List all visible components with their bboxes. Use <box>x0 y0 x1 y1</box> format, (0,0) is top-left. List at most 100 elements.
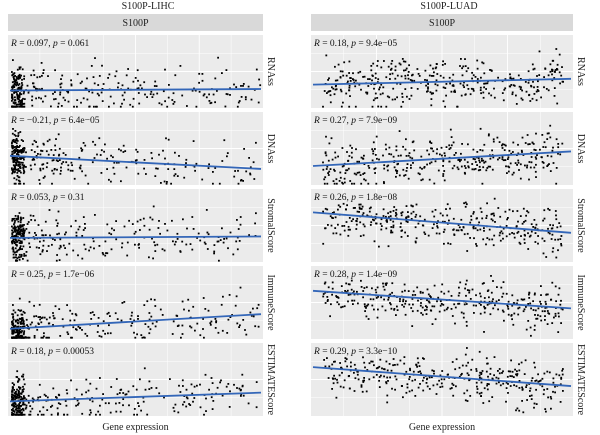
data-point <box>376 316 379 319</box>
data-point <box>28 231 31 234</box>
data-point <box>20 319 23 322</box>
data-point <box>136 413 138 416</box>
data-point <box>203 336 205 339</box>
data-point <box>87 182 90 185</box>
data-point <box>324 207 327 210</box>
data-point <box>33 237 36 240</box>
data-point <box>222 241 225 244</box>
data-point <box>538 50 541 53</box>
data-point <box>363 361 366 364</box>
data-point <box>16 175 19 177</box>
data-point <box>552 247 555 250</box>
data-point <box>11 232 14 235</box>
data-point <box>11 409 13 411</box>
data-point <box>401 290 404 293</box>
data-point <box>547 312 550 314</box>
data-point <box>447 242 449 245</box>
data-point <box>89 398 91 401</box>
data-point <box>378 376 381 378</box>
x-axis-label: Gene expression <box>409 422 475 433</box>
data-point <box>127 390 130 393</box>
data-point <box>460 159 462 161</box>
data-point <box>22 258 24 260</box>
data-point <box>190 383 193 386</box>
data-point <box>363 154 365 157</box>
data-point <box>380 83 383 86</box>
data-point <box>534 227 537 229</box>
data-point <box>244 98 247 101</box>
data-point <box>495 382 498 385</box>
data-point <box>18 317 21 320</box>
data-point <box>502 99 505 102</box>
facet-panel-immunescore: R = 0.25, p = 1.7e−06 ImmuneScore <box>8 266 276 339</box>
data-point <box>531 141 534 144</box>
data-point <box>21 78 23 81</box>
data-point <box>17 239 20 242</box>
data-point <box>480 304 482 306</box>
data-point <box>493 374 495 377</box>
data-point <box>545 303 547 305</box>
data-point <box>430 309 433 312</box>
data-point <box>536 89 539 91</box>
data-point <box>12 409 14 412</box>
data-point <box>451 361 454 363</box>
data-point <box>11 172 14 175</box>
data-point <box>407 216 410 218</box>
data-point <box>352 79 355 81</box>
data-point <box>172 320 175 323</box>
data-point <box>91 400 94 403</box>
data-point <box>167 96 170 99</box>
data-point <box>203 93 206 96</box>
data-point <box>359 70 362 73</box>
data-point <box>404 313 407 316</box>
data-point <box>437 220 439 223</box>
data-point <box>233 83 235 86</box>
data-point <box>17 132 20 134</box>
data-point <box>130 324 133 327</box>
data-point <box>555 48 558 50</box>
data-point <box>248 234 250 236</box>
data-point <box>69 169 72 172</box>
data-point <box>178 155 180 157</box>
data-point <box>323 359 325 361</box>
data-point <box>408 303 411 306</box>
data-point <box>52 159 55 161</box>
data-point <box>488 296 490 299</box>
data-point <box>457 159 460 161</box>
data-point <box>25 151 27 154</box>
data-point <box>423 231 426 234</box>
data-point <box>376 157 378 160</box>
data-point <box>20 149 23 151</box>
data-point <box>19 335 22 337</box>
data-point <box>19 321 22 324</box>
data-point <box>492 280 494 282</box>
data-point <box>404 88 407 90</box>
data-point <box>428 376 431 379</box>
data-point <box>323 282 326 285</box>
regression-line <box>312 77 572 86</box>
data-point <box>139 84 142 87</box>
data-point <box>474 168 477 170</box>
data-point <box>396 74 399 77</box>
data-point <box>41 316 44 319</box>
data-point <box>455 385 457 388</box>
data-point <box>491 396 494 398</box>
data-point <box>387 212 389 215</box>
data-point <box>163 396 165 399</box>
data-point <box>530 161 533 164</box>
data-point <box>436 148 438 151</box>
r-symbol: R <box>313 347 320 357</box>
data-point <box>211 408 214 410</box>
data-point <box>43 175 46 178</box>
data-point <box>427 83 429 85</box>
data-point <box>334 156 337 159</box>
data-point <box>382 154 384 157</box>
data-point <box>102 329 105 332</box>
data-point <box>420 302 422 304</box>
data-point <box>252 307 254 310</box>
data-point <box>221 72 223 74</box>
data-point <box>420 179 423 182</box>
data-point <box>410 94 413 97</box>
data-point <box>410 204 413 207</box>
data-point <box>106 252 109 255</box>
